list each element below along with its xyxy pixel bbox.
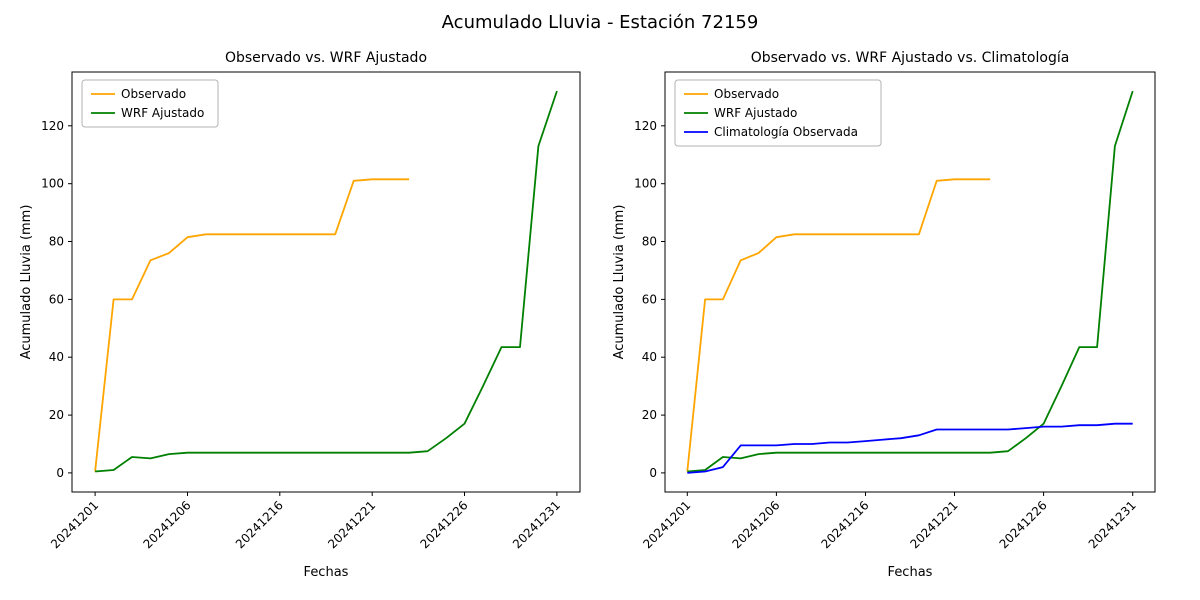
x-tick-label: 20241226 bbox=[418, 498, 471, 551]
y-tick-label: 80 bbox=[49, 235, 64, 249]
series-line-climatologia-observada bbox=[687, 422, 1133, 474]
y-tick-label: 120 bbox=[41, 119, 64, 133]
axes-frame bbox=[71, 71, 581, 493]
axes-frame bbox=[664, 71, 1156, 493]
series-line-observado bbox=[686, 178, 991, 472]
x-tick-label: 20241216 bbox=[819, 498, 872, 551]
x-tick-label: 20241206 bbox=[729, 498, 782, 551]
series-line-wrf-ajustado bbox=[95, 90, 558, 473]
x-tick-label: 20241226 bbox=[997, 498, 1050, 551]
x-tick-label: 20241221 bbox=[908, 498, 961, 551]
y-tick-label: 80 bbox=[642, 235, 657, 249]
legend-label-wrf-ajustado: WRF Ajustado bbox=[714, 106, 797, 120]
y-tick-label: 0 bbox=[649, 466, 657, 480]
y-tick-label: 60 bbox=[49, 292, 64, 306]
x-axis-label: Fechas bbox=[888, 565, 933, 580]
y-tick-label: 40 bbox=[642, 350, 657, 364]
subplot-left: 0 20 40 60 80 100 120 20241201 20241206 20241216 2… bbox=[19, 50, 581, 580]
y-tick-label: 20 bbox=[49, 408, 64, 422]
subplot-right: 0 20 40 60 80 100 120 20241201 20241206 20241216 2… bbox=[612, 50, 1156, 580]
x-tick-label: 20241231 bbox=[510, 498, 563, 551]
legend: Observado WRF Ajustado bbox=[81, 79, 219, 128]
legend-label-climatologia-observada: Climatología Observada bbox=[714, 125, 858, 139]
legend-label-wrf-ajustado: WRF Ajustado bbox=[121, 106, 204, 120]
y-axis-label: Acumulado Lluvia (mm) bbox=[19, 205, 34, 360]
x-tick-label: 20241201 bbox=[640, 498, 693, 551]
y-tick-label: 120 bbox=[634, 119, 657, 133]
legend-box bbox=[81, 79, 219, 128]
y-tick-label: 40 bbox=[49, 350, 64, 364]
y-axis-label: Acumulado Lluvia (mm) bbox=[612, 205, 627, 360]
y-tick-label: 20 bbox=[642, 408, 657, 422]
subplot-title: Observado vs. WRF Ajustado vs. Climatolo… bbox=[751, 50, 1070, 66]
x-axis-label: Fechas bbox=[304, 565, 349, 580]
legend-box bbox=[674, 79, 882, 147]
series-line-wrf-ajustado bbox=[687, 90, 1134, 473]
y-tick-label: 60 bbox=[642, 292, 657, 306]
x-tick-label: 20241231 bbox=[1086, 498, 1139, 551]
y-tick-label: 100 bbox=[41, 177, 64, 191]
y-tick-label: 0 bbox=[56, 466, 64, 480]
legend-label-observado: Observado bbox=[121, 87, 186, 101]
x-tick-label: 20241221 bbox=[325, 498, 378, 551]
x-tick-label: 20241216 bbox=[233, 498, 286, 551]
legend-label-observado: Observado bbox=[714, 87, 779, 101]
series-line-observado bbox=[94, 178, 410, 472]
x-tick-label: 20241201 bbox=[48, 498, 101, 551]
legend: Observado WRF Ajustado Climatología Observ… bbox=[674, 79, 882, 147]
figure-suptitle: Acumulado Lluvia - Estación 72159 bbox=[441, 12, 759, 33]
y-tick-label: 100 bbox=[634, 177, 657, 191]
x-tick-label: 20241206 bbox=[141, 498, 194, 551]
subplot-title: Observado vs. WRF Ajustado bbox=[225, 50, 427, 66]
